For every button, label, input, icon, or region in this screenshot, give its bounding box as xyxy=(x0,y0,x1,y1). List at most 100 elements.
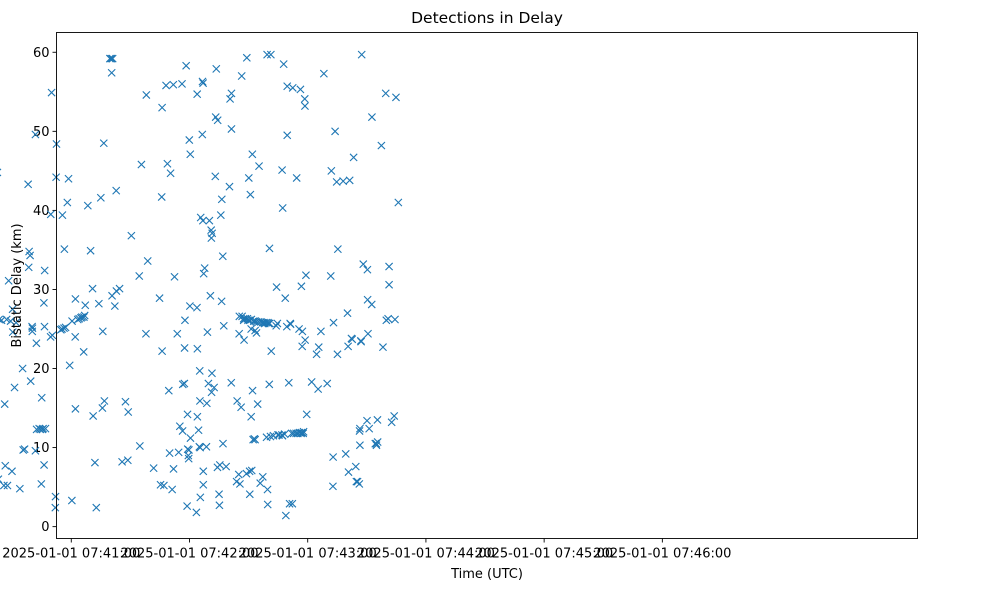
data-point-x-marker xyxy=(194,426,203,435)
data-point-x-marker xyxy=(110,302,119,311)
data-point-x-marker xyxy=(373,438,382,447)
data-point-x-marker xyxy=(158,347,167,356)
data-point-x-marker xyxy=(28,327,37,336)
data-point-x-marker xyxy=(92,503,101,512)
data-point-x-marker xyxy=(135,272,144,281)
data-point-x-marker xyxy=(155,294,164,303)
data-point-x-marker xyxy=(64,174,73,183)
data-point-x-marker xyxy=(363,265,372,274)
data-point-x-marker xyxy=(183,410,192,419)
data-point-x-marker xyxy=(300,94,309,103)
plot-frame xyxy=(56,32,918,539)
data-point-x-marker xyxy=(280,430,289,439)
data-point-x-marker xyxy=(1,461,10,470)
data-point-x-marker xyxy=(31,130,40,139)
data-point-x-marker xyxy=(124,408,133,416)
data-point-x-marker xyxy=(377,141,386,150)
data-point-x-marker xyxy=(169,464,178,473)
data-point-x-marker xyxy=(232,477,241,486)
data-point-x-marker xyxy=(332,177,341,186)
data-point-x-marker xyxy=(391,315,399,324)
data-point-x-marker xyxy=(394,198,403,207)
data-point-x-marker xyxy=(15,484,24,493)
data-point-x-marker xyxy=(121,397,130,406)
data-point-x-marker xyxy=(26,377,35,386)
data-point-x-marker xyxy=(10,383,19,392)
data-point-x-marker xyxy=(235,329,244,338)
data-point-x-marker xyxy=(31,446,40,455)
data-point-x-marker xyxy=(364,329,372,338)
data-point-x-marker xyxy=(242,53,251,62)
data-point-x-marker xyxy=(208,229,217,238)
data-point-x-marker xyxy=(86,246,95,255)
data-point-x-marker xyxy=(39,424,48,433)
data-point-x-marker xyxy=(186,150,195,159)
data-point-x-marker xyxy=(216,211,225,220)
data-point-x-marker xyxy=(210,383,219,392)
data-point-x-marker xyxy=(284,378,293,387)
data-point-x-marker xyxy=(28,324,37,333)
data-point-x-marker xyxy=(6,317,15,326)
data-point-x-marker xyxy=(265,244,274,253)
data-point-x-marker xyxy=(323,379,332,388)
data-point-x-marker xyxy=(141,329,150,338)
data-point-x-marker xyxy=(196,493,205,502)
data-point-x-marker xyxy=(0,315,4,324)
data-point-x-marker xyxy=(256,479,265,488)
data-point-x-marker xyxy=(248,150,257,159)
data-point-x-marker xyxy=(387,418,396,427)
data-point-x-marker xyxy=(198,130,207,139)
x-tick-label: 2025-01-01 07:41:00 xyxy=(2,547,140,562)
data-point-x-marker xyxy=(178,426,187,435)
data-point-x-marker xyxy=(12,318,21,327)
data-point-x-marker xyxy=(180,379,189,388)
data-point-x-marker xyxy=(159,481,168,490)
data-point-x-marker xyxy=(355,441,364,450)
data-point-x-marker xyxy=(118,457,127,466)
data-point-x-marker xyxy=(215,460,224,469)
data-point-x-marker xyxy=(105,54,114,63)
data-point-x-marker xyxy=(184,445,193,454)
data-point-x-marker xyxy=(234,470,243,479)
data-point-x-marker xyxy=(266,50,275,59)
data-point-x-marker xyxy=(7,467,16,476)
data-point-x-marker xyxy=(222,462,231,471)
data-point-x-marker xyxy=(199,480,208,489)
data-point-x-marker xyxy=(298,327,307,336)
data-point-x-marker xyxy=(143,257,152,265)
data-point-x-marker xyxy=(283,131,292,140)
data-point-x-marker xyxy=(40,322,49,331)
y-axis: 0 10 20 30 40 50 60 xyxy=(33,46,57,535)
data-point-x-marker xyxy=(0,475,3,484)
data-point-x-marker xyxy=(348,335,357,344)
data-point-x-marker xyxy=(149,464,158,473)
data-point-x-marker xyxy=(339,177,348,186)
data-point-x-marker xyxy=(108,54,117,63)
data-point-x-marker xyxy=(40,266,49,275)
data-point-x-marker xyxy=(37,393,46,402)
data-point-x-marker xyxy=(68,317,77,326)
data-point-x-marker xyxy=(373,415,382,424)
data-point-x-marker xyxy=(79,313,88,322)
data-point-x-marker xyxy=(326,272,335,281)
y-tick-label: 50 xyxy=(33,125,50,140)
data-point-x-marker xyxy=(39,298,48,307)
data-point-x-marker xyxy=(115,284,124,293)
data-point-x-marker xyxy=(245,490,254,499)
data-point-x-marker xyxy=(227,378,236,387)
data-point-x-marker xyxy=(314,343,323,352)
x-tick-label: 2025-01-01 07:42:00 xyxy=(120,547,258,562)
data-point-x-marker xyxy=(123,456,132,465)
data-point-x-marker xyxy=(185,302,194,311)
data-point-x-marker xyxy=(180,316,189,325)
data-point-x-marker xyxy=(99,139,108,148)
data-point-x-marker xyxy=(281,511,290,520)
data-point-x-marker xyxy=(245,467,254,476)
data-point-x-marker xyxy=(344,342,353,351)
data-point-x-marker xyxy=(301,271,310,280)
data-point-x-marker xyxy=(272,321,281,330)
data-point-x-marker xyxy=(207,388,216,397)
data-point-x-marker xyxy=(168,485,177,494)
data-point-x-marker xyxy=(195,366,204,375)
